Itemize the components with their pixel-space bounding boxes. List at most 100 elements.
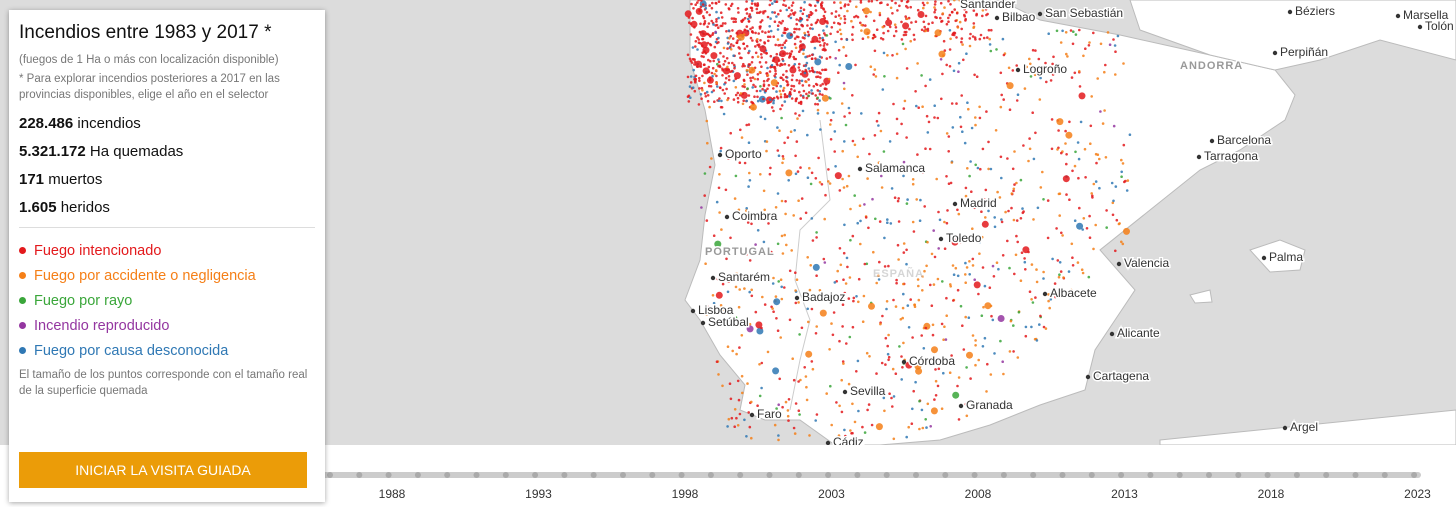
fire-dot bbox=[745, 44, 749, 48]
timeline-step bbox=[590, 472, 597, 478]
fire-dot bbox=[751, 0, 754, 2]
fire-dot bbox=[717, 26, 720, 30]
fire-dot bbox=[725, 68, 728, 71]
fire-dot bbox=[850, 19, 853, 23]
fire-dot bbox=[817, 156, 820, 160]
fire-dot bbox=[900, 355, 903, 358]
fire-dot bbox=[1098, 186, 1101, 190]
fire-dot bbox=[905, 17, 909, 21]
fire-dot bbox=[946, 209, 949, 212]
fire-dot bbox=[921, 105, 924, 108]
fire-dot bbox=[1002, 98, 1005, 101]
fire-dot bbox=[815, 274, 818, 278]
fire-dot bbox=[968, 260, 971, 263]
fire-dot bbox=[974, 339, 977, 342]
fire-dot bbox=[860, 112, 863, 115]
fire-dot bbox=[733, 197, 737, 200]
fire-dot bbox=[981, 266, 985, 269]
fire-dot bbox=[882, 31, 885, 35]
fire-dot bbox=[900, 38, 904, 41]
timeline-step bbox=[414, 472, 421, 478]
fire-dot bbox=[905, 262, 908, 266]
fire-dot bbox=[935, 177, 938, 181]
fire-dot bbox=[870, 423, 874, 427]
fire-dot bbox=[941, 280, 944, 283]
fire-dot bbox=[734, 93, 738, 97]
fire-dot bbox=[745, 99, 748, 103]
fire-dot bbox=[957, 418, 961, 421]
fire-dot bbox=[806, 307, 809, 311]
fire-dot bbox=[818, 92, 822, 96]
timeline-step bbox=[649, 472, 656, 478]
guided-tour-button[interactable]: INICIAR LA VISITA GUIADA bbox=[19, 452, 307, 488]
fire-dot bbox=[763, 303, 767, 306]
fire-dot bbox=[792, 378, 796, 382]
fire-dot bbox=[997, 315, 1005, 322]
fire-dot bbox=[725, 57, 729, 60]
fire-dot bbox=[802, 89, 806, 93]
fire-dot bbox=[1064, 142, 1067, 145]
fire-dot bbox=[854, 63, 857, 67]
fire-dot bbox=[951, 238, 959, 246]
fire-dot bbox=[839, 17, 843, 20]
fire-dot bbox=[1094, 180, 1098, 183]
fire-dot bbox=[861, 425, 864, 429]
fire-dot bbox=[715, 20, 718, 23]
fire-dot bbox=[804, 211, 808, 215]
legend-item: Fuego por accidente o negligencia bbox=[19, 263, 315, 288]
fire-dot bbox=[943, 325, 946, 329]
fire-dot bbox=[875, 423, 883, 431]
fire-dot bbox=[800, 197, 804, 200]
place-dot bbox=[710, 275, 716, 281]
fire-dot bbox=[719, 304, 723, 307]
fire-dot bbox=[1024, 325, 1028, 329]
fire-dot bbox=[914, 362, 922, 370]
fire-dot bbox=[736, 424, 740, 427]
fire-dot bbox=[830, 26, 834, 29]
fire-dot bbox=[697, 38, 701, 41]
fire-dot bbox=[765, 51, 768, 55]
fire-dot bbox=[702, 46, 710, 54]
fire-dot bbox=[1041, 170, 1044, 174]
fire-dot bbox=[1115, 218, 1119, 222]
fire-dot bbox=[891, 367, 895, 371]
fire-dot bbox=[945, 22, 949, 26]
legend-label: Fuego por causa desconocida bbox=[34, 342, 229, 359]
fire-dot bbox=[909, 5, 912, 9]
fire-dot bbox=[971, 334, 975, 337]
fire-dot bbox=[931, 21, 934, 25]
fire-dot bbox=[1105, 226, 1108, 229]
fire-dot bbox=[811, 27, 814, 31]
fire-dot bbox=[837, 22, 840, 25]
fire-dot bbox=[734, 20, 737, 24]
fire-dot bbox=[789, 66, 797, 74]
fire-dot bbox=[1071, 256, 1074, 260]
fire-dot bbox=[939, 1, 943, 5]
fire-dot bbox=[1007, 209, 1010, 213]
fire-dot bbox=[970, 190, 973, 193]
fire-dot bbox=[829, 123, 832, 126]
fire-dot bbox=[779, 9, 782, 12]
fire-dot bbox=[969, 0, 972, 4]
fire-dot bbox=[917, 298, 921, 302]
fire-dot bbox=[982, 305, 985, 309]
fire-dot bbox=[844, 54, 848, 57]
fire-dot bbox=[1029, 75, 1033, 78]
fire-dot bbox=[894, 372, 898, 376]
fire-dot bbox=[1077, 157, 1081, 161]
fire-dot bbox=[1081, 228, 1084, 231]
fire-dot bbox=[775, 90, 778, 93]
timeline-step bbox=[385, 472, 392, 478]
fire-dot bbox=[928, 78, 932, 81]
fire-dot bbox=[947, 20, 950, 24]
fire-dot bbox=[827, 180, 830, 183]
fire-dot bbox=[799, 19, 802, 23]
fire-dot bbox=[829, 138, 833, 141]
fire-dot bbox=[755, 11, 759, 15]
fire-dot bbox=[867, 403, 871, 406]
fire-dot bbox=[727, 68, 730, 71]
size-note: El tamaño de los puntos corresponde con … bbox=[19, 369, 308, 397]
fire-dot bbox=[882, 150, 886, 153]
fire-dot bbox=[748, 13, 752, 16]
year-label: 2013 bbox=[1111, 487, 1138, 501]
